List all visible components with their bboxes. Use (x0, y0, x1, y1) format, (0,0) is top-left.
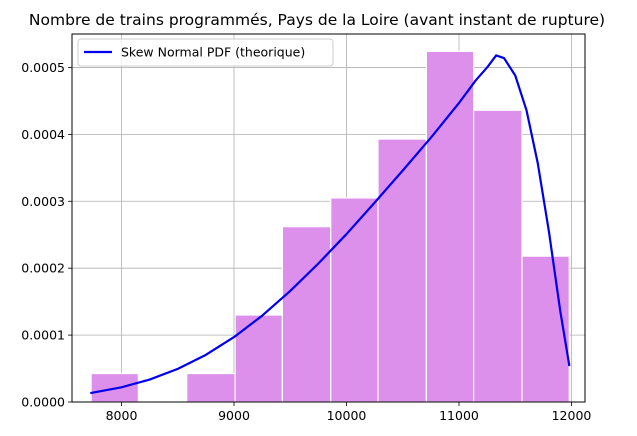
legend: Skew Normal PDF (theorique) (77, 38, 334, 67)
histogram-bar-7 (425, 50, 475, 403)
x-axis: 8000 9000 10000 11000 12000 (106, 402, 592, 423)
histogram-bar-5 (330, 197, 379, 403)
histogram-bar-6 (377, 138, 427, 403)
x-tick-label-1: 9000 (218, 408, 250, 423)
histogram-bar-2 (186, 372, 236, 403)
y-tick-label-0: 0.0000 (21, 395, 65, 410)
x-tick-label-4: 12000 (552, 408, 592, 423)
legend-box (77, 38, 334, 67)
histogram-bars (90, 50, 570, 403)
legend-label: Skew Normal PDF (theorique) (121, 45, 305, 60)
y-tick-label-2: 0.0002 (21, 261, 65, 276)
histogram-bar-4 (281, 226, 332, 403)
plot-frame (71, 33, 586, 403)
y-tick-label-5: 0.0005 (21, 60, 65, 75)
x-tick-label-0: 8000 (106, 408, 138, 423)
pdf-line (90, 54, 571, 395)
y-tick-label-1: 0.0001 (21, 328, 65, 343)
histogram-bar-3 (234, 314, 283, 403)
x-tick-label-3: 11000 (439, 408, 479, 423)
x-tick-label-2: 10000 (327, 408, 367, 423)
chart-title: Nombre de trains programmés, Pays de la … (29, 11, 605, 29)
y-tick-label-3: 0.0003 (21, 194, 65, 209)
y-axis: 0.0000 0.0001 0.0002 0.0003 0.0004 0.0005 (21, 60, 72, 410)
pdf-line-layer (90, 54, 571, 395)
histogram-bar-8 (473, 109, 523, 403)
y-tick-label-4: 0.0004 (21, 127, 65, 142)
histogram-bar-9 (521, 255, 570, 403)
